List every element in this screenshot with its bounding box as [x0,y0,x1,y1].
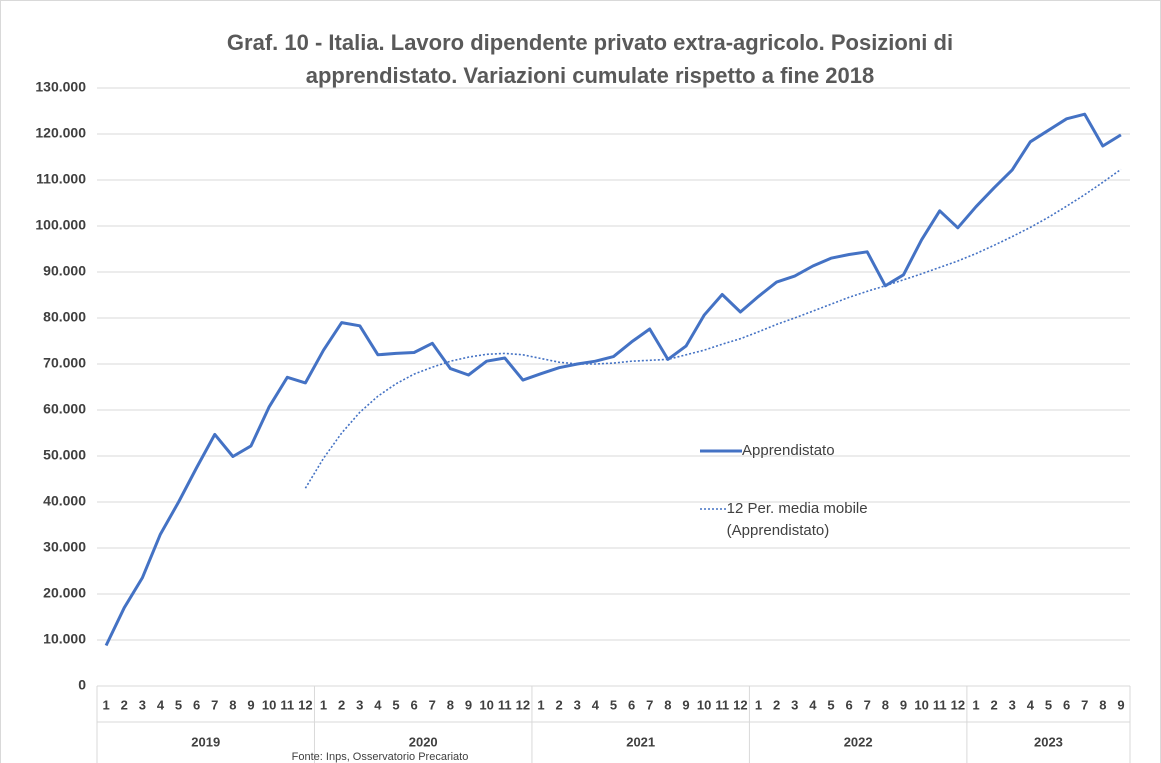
x-tick-label: 4 [157,697,165,712]
x-tick-label: 4 [374,697,382,712]
x-tick-label: 3 [791,697,798,712]
x-tick-label: 10 [914,697,928,712]
legend-swatch [700,449,742,453]
x-tick-label: 8 [447,697,454,712]
y-tick-label: 30.000 [43,539,86,555]
x-tick-label: 5 [392,697,399,712]
x-tick-label: 7 [429,697,436,712]
x-tick-label: 11 [280,697,294,712]
x-tick-label: 12 [298,697,312,712]
x-group-label: 2019 [191,734,220,749]
y-tick-label: 120.000 [35,125,86,141]
legend-item: Apprendistato [698,440,888,462]
chart-title: Graf. 10 - Italia. Lavoro dipendente pri… [226,30,954,88]
y-tick-label: 60.000 [43,401,86,417]
x-group-label: 2021 [626,734,655,749]
x-tick-label: 7 [864,697,871,712]
x-tick-label: 8 [664,697,671,712]
x-tick-label: 1 [755,697,762,712]
x-tick-label: 6 [628,697,635,712]
x-tick-label: 7 [211,697,218,712]
x-tick-label: 9 [682,697,689,712]
x-tick-label: 10 [697,697,711,712]
x-tick-label: 11 [933,697,947,712]
y-tick-label: 130.000 [35,79,86,95]
y-tick-label: 40.000 [43,493,86,509]
x-tick-label: 10 [262,697,276,712]
legend-label: 12 Per. media mobile (Apprendistato) [726,500,868,539]
x-tick-label: 2 [338,697,345,712]
x-tick-label: 2 [121,697,128,712]
x-tick-label: 3 [1009,697,1016,712]
x-tick-label: 3 [574,697,581,712]
x-tick-label: 6 [193,697,200,712]
x-tick-label: 1 [102,697,109,712]
legend-label: Apprendistato [742,442,835,459]
x-tick-label: 6 [845,697,852,712]
y-tick-label: 0 [78,677,86,693]
x-tick-label: 4 [1027,697,1035,712]
x-tick-label: 9 [247,697,254,712]
x-tick-label: 5 [175,697,182,712]
x-tick-label: 5 [827,697,834,712]
source: Fonte: Inps, Osservatorio Precariato [292,751,469,763]
x-tick-label: 5 [1045,697,1052,712]
x-tick-label: 9 [465,697,472,712]
legend: Apprendistato 12 Per. media mobile (Appre… [698,440,888,578]
x-tick-label: 9 [1117,697,1124,712]
legend-item: 12 Per. media mobile (Apprendistato) [698,498,888,542]
x-tick-label: 1 [972,697,979,712]
x-tick-label: 6 [411,697,418,712]
x-tick-label: 2 [773,697,780,712]
x-tick-label: 6 [1063,697,1070,712]
series-line [304,168,1122,489]
y-tick-label: 20.000 [43,585,86,601]
x-tick-label: 1 [537,697,544,712]
x-group-label: 2023 [1034,734,1063,749]
y-tick-label: 10.000 [43,631,86,647]
x-tick-label: 8 [229,697,236,712]
series-line [104,112,1122,647]
x-tick-label: 12 [733,697,747,712]
y-tick-label: 50.000 [43,447,86,463]
x-tick-label: 8 [1099,697,1106,712]
x-group-label: 2022 [844,734,873,749]
x-tick-label: 10 [479,697,493,712]
y-tick-label: 80.000 [43,309,86,325]
x-tick-label: 9 [900,697,907,712]
x-tick-label: 7 [1081,697,1088,712]
x-tick-label: 3 [139,697,146,712]
x-tick-label: 12 [951,697,965,712]
y-tick-label: 70.000 [43,355,86,371]
x-tick-label: 4 [592,697,600,712]
x-group-label: 2020 [409,734,438,749]
legend-swatch [700,508,727,510]
x-tick-label: 4 [809,697,817,712]
x-tick-label: 7 [646,697,653,712]
x-tick-label: 2 [990,697,997,712]
x-tick-label: 11 [715,697,729,712]
x-tick-label: 5 [610,697,617,712]
x-tick-label: 12 [516,697,530,712]
x-tick-label: 8 [882,697,889,712]
x-tick-label: 3 [356,697,363,712]
y-tick-label: 110.000 [36,171,86,187]
x-tick-label: 11 [498,697,512,712]
y-tick-label: 100.000 [35,217,86,233]
x-tick-label: 1 [320,697,327,712]
y-tick-label: 90.000 [43,263,86,279]
x-tick-label: 2 [556,697,563,712]
